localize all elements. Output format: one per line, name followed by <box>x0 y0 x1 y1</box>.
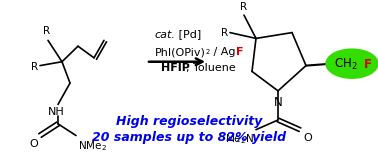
Text: [Pd]: [Pd] <box>175 29 201 39</box>
Text: CH$_2$: CH$_2$ <box>334 57 358 72</box>
Text: R: R <box>31 62 38 72</box>
Text: High regioselectivity: High regioselectivity <box>116 115 262 128</box>
Text: R: R <box>43 27 51 37</box>
Text: Me$_2$N: Me$_2$N <box>225 133 254 146</box>
Text: cat.: cat. <box>154 29 175 39</box>
Ellipse shape <box>326 49 378 78</box>
Text: , Toluene: , Toluene <box>186 63 236 73</box>
Text: O: O <box>303 133 312 143</box>
Text: PhI(OPiv): PhI(OPiv) <box>155 47 206 57</box>
Text: O: O <box>29 139 38 149</box>
Text: N: N <box>274 96 282 109</box>
Text: F: F <box>236 47 243 57</box>
Text: NMe$_2$: NMe$_2$ <box>78 139 107 153</box>
Text: NH: NH <box>48 107 64 117</box>
Text: $_2$: $_2$ <box>205 47 211 57</box>
Text: R: R <box>240 2 248 12</box>
Text: 20 samples up to 82% yield: 20 samples up to 82% yield <box>92 131 286 144</box>
Text: / Ag: / Ag <box>210 47 235 57</box>
Text: HFIP: HFIP <box>161 63 190 73</box>
Text: F: F <box>364 58 372 71</box>
Text: R: R <box>221 28 228 38</box>
